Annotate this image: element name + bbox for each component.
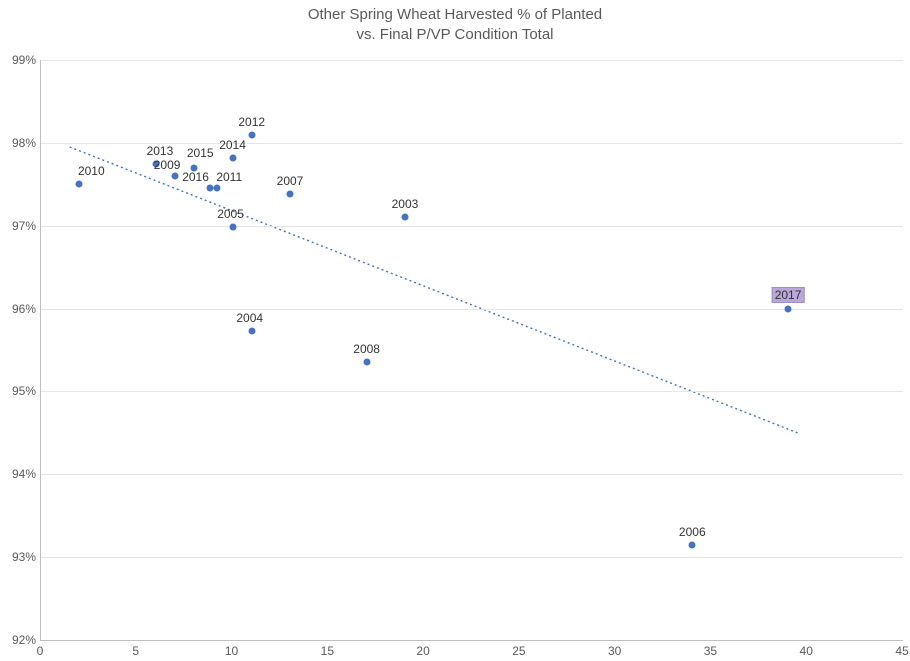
data-point — [248, 327, 255, 334]
x-tick-label: 45 — [895, 644, 908, 658]
y-tick-label: 99% — [0, 53, 36, 67]
scatter-chart: Other Spring Wheat Harvested % of Plante… — [0, 0, 910, 661]
data-point — [401, 214, 408, 221]
gridline — [41, 391, 903, 392]
y-tick-label: 94% — [0, 467, 36, 481]
x-tick-label: 40 — [800, 644, 813, 658]
data-point — [229, 224, 236, 231]
data-point-label: 2010 — [78, 164, 105, 178]
data-point-label: 2009 — [154, 158, 181, 172]
x-tick-label: 0 — [37, 644, 44, 658]
plot-area: 2010 20132009 2015 2016 2011 2005 2014 2012 2004… — [40, 60, 903, 641]
data-point-label: 2011 — [216, 170, 242, 184]
data-point — [689, 541, 696, 548]
data-point — [229, 154, 236, 161]
data-point — [206, 185, 213, 192]
gridline — [41, 226, 903, 227]
data-point-label: 2004 — [236, 311, 263, 325]
data-point-label: 2017 — [772, 287, 805, 303]
x-tick-label: 15 — [321, 644, 334, 658]
data-point-label: 2013 — [147, 144, 174, 158]
y-tick-label: 92% — [0, 633, 36, 647]
y-tick-label: 93% — [0, 550, 36, 564]
x-tick-label: 30 — [608, 644, 621, 658]
gridline — [41, 309, 903, 310]
chart-title-line2: vs. Final P/VP Condition Total — [0, 26, 910, 43]
gridline — [41, 60, 903, 61]
data-point-label: 2014 — [219, 138, 246, 152]
x-tick-label: 10 — [225, 644, 238, 658]
data-point-label: 2015 — [187, 146, 214, 160]
data-point-label: 2003 — [392, 197, 419, 211]
x-tick-label: 35 — [704, 644, 717, 658]
gridline — [41, 474, 903, 475]
data-point-label: 2006 — [679, 525, 706, 539]
y-tick-label: 97% — [0, 219, 36, 233]
y-tick-label: 96% — [0, 302, 36, 316]
data-point-label: 2008 — [353, 342, 380, 356]
x-tick-label: 5 — [132, 644, 139, 658]
chart-title-line1: Other Spring Wheat Harvested % of Plante… — [0, 6, 910, 23]
data-point-label: 2005 — [217, 207, 244, 221]
data-point — [248, 131, 255, 138]
x-tick-label: 25 — [512, 644, 525, 658]
data-point — [76, 181, 83, 188]
data-point-label: 2012 — [238, 115, 265, 129]
x-tick-label: 20 — [416, 644, 429, 658]
y-tick-label: 95% — [0, 384, 36, 398]
y-tick-label: 98% — [0, 136, 36, 150]
data-point — [214, 185, 221, 192]
data-point-label: 2016 — [182, 170, 209, 184]
data-point — [363, 359, 370, 366]
data-point-label: 2007 — [277, 174, 304, 188]
data-point — [287, 191, 294, 198]
data-point — [172, 173, 179, 180]
gridline — [41, 557, 903, 558]
data-point — [785, 305, 792, 312]
